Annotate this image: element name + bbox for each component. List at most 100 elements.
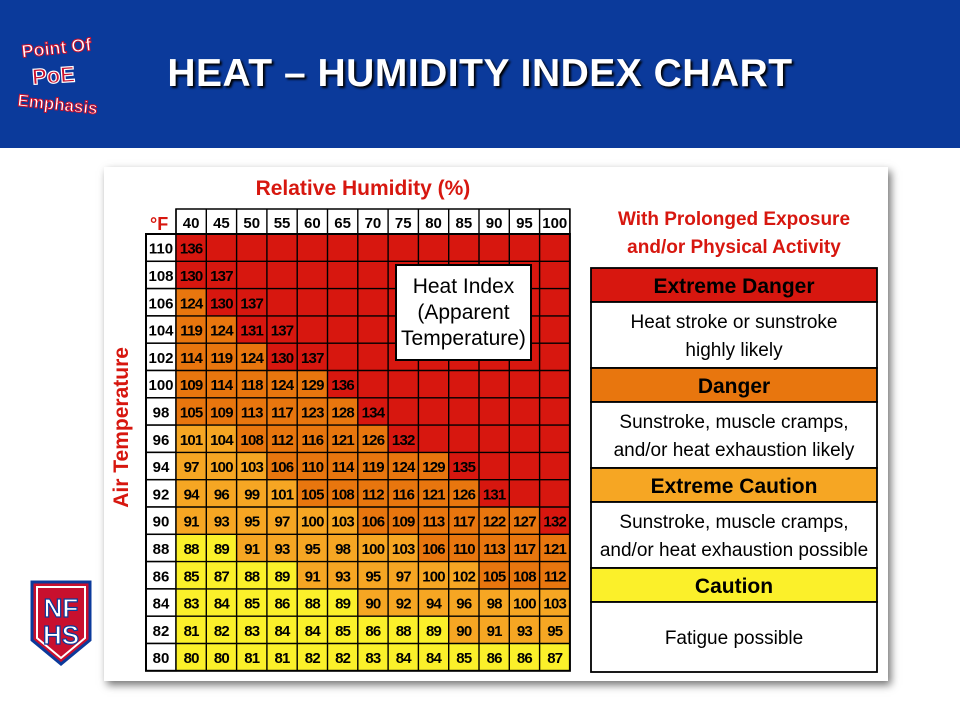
table-cell <box>539 261 570 289</box>
humidity-tick-label: 55 <box>274 215 291 232</box>
table-cell <box>479 561 510 589</box>
nfhs-line-2: HS <box>43 620 79 650</box>
legend-level-description-box <box>590 601 878 673</box>
table-cell <box>236 261 267 289</box>
legend-heading-line: With Prolonged Exposure <box>618 209 850 230</box>
unit-label: °F <box>150 214 168 234</box>
table-cell <box>539 616 570 644</box>
table-cell <box>206 234 237 262</box>
table-cell <box>388 370 419 398</box>
heat-index-value: 90 <box>456 623 472 640</box>
point-of-emphasis-logo: Point Of PoE Emphasis <box>16 34 99 119</box>
table-cell <box>266 370 298 398</box>
heat-index-value: 100 <box>422 568 445 585</box>
heat-index-value: 95 <box>547 623 563 640</box>
heat-index-value: 131 <box>483 486 506 503</box>
humidity-header-row <box>176 209 570 234</box>
heat-index-value: 112 <box>271 432 293 449</box>
heat-index-value: 84 <box>396 650 413 667</box>
heat-index-value: 106 <box>422 541 445 558</box>
legend-level-description-box <box>590 501 878 569</box>
table-cell <box>448 370 479 398</box>
legend-level-description: Fatigue possible <box>665 628 803 649</box>
table-cell <box>206 479 237 507</box>
heat-index-value: 96 <box>214 486 230 503</box>
table-cell <box>327 288 358 316</box>
heat-index-value: 117 <box>514 541 536 558</box>
heat-index-value: 91 <box>244 541 260 558</box>
heat-index-value: 95 <box>244 514 260 531</box>
heat-index-value: 85 <box>244 596 260 613</box>
table-cell <box>509 616 540 644</box>
heat-index-value: 124 <box>392 459 416 476</box>
table-cell <box>297 507 328 535</box>
table-cell <box>418 234 449 262</box>
heat-index-value: 86 <box>365 623 381 640</box>
heat-index-value: 84 <box>275 623 292 640</box>
heat-index-value: 136 <box>180 241 203 258</box>
table-cell <box>206 534 237 562</box>
table-cell <box>297 261 328 289</box>
legend-level-header <box>590 467 878 503</box>
heat-index-value: 101 <box>180 432 203 449</box>
heat-index-value: 130 <box>180 268 203 285</box>
table-cell <box>388 643 419 671</box>
table-cell <box>357 507 389 535</box>
table-cell <box>509 234 540 262</box>
table-cell <box>206 315 237 344</box>
table-cell <box>509 425 540 453</box>
table-cell <box>479 397 510 426</box>
heat-index-value: 117 <box>271 404 293 421</box>
table-cell <box>176 425 207 453</box>
table-cell <box>418 616 449 644</box>
heat-index-value: 82 <box>305 650 321 667</box>
heat-index-value: 100 <box>301 514 324 531</box>
table-cell <box>206 261 237 289</box>
temperature-tick-label: 86 <box>153 568 170 585</box>
heat-index-value: 81 <box>275 650 291 667</box>
heat-index-value: 88 <box>305 596 321 613</box>
humidity-tick-label: 100 <box>542 215 567 232</box>
table-cell <box>388 397 419 426</box>
table-cell <box>297 315 328 344</box>
table-cell <box>357 343 389 371</box>
table-cell <box>539 479 570 507</box>
legend-heading-line: and/or Physical Activity <box>627 237 841 258</box>
heat-index-value: 112 <box>362 486 384 503</box>
table-cell <box>297 370 328 398</box>
table-cell <box>266 479 298 507</box>
table-cell <box>297 588 328 617</box>
heat-index-value: 135 <box>453 459 476 476</box>
table-cell <box>297 288 328 316</box>
heat-index-value: 80 <box>214 650 230 667</box>
heat-index-value: 117 <box>453 514 475 531</box>
heat-index-value: 88 <box>396 623 412 640</box>
table-cell <box>236 588 267 617</box>
heat-index-value: 85 <box>456 650 472 667</box>
table-cell <box>539 315 570 344</box>
heat-index-value: 93 <box>335 568 351 585</box>
heat-index-box-line: Heat Index <box>413 275 515 298</box>
table-cell <box>266 616 298 644</box>
heat-index-value: 86 <box>487 650 503 667</box>
table-cell <box>206 452 237 480</box>
table-cell <box>266 288 298 316</box>
heat-index-value: 85 <box>184 568 200 585</box>
table-cell <box>357 370 389 398</box>
table-cell <box>448 534 479 562</box>
heat-index-value: 118 <box>241 377 263 394</box>
temperature-tick-label: 90 <box>153 514 170 531</box>
heat-index-value: 94 <box>426 596 443 613</box>
table-cell <box>479 643 510 671</box>
table-cell <box>206 397 237 426</box>
heat-index-value: 124 <box>240 350 264 367</box>
heat-index-value: 80 <box>184 650 200 667</box>
table-cell <box>266 234 298 262</box>
page-title: HEAT – HUMIDITY INDEX CHART <box>167 52 793 95</box>
heat-index-value: 114 <box>211 377 234 394</box>
heat-index-value: 93 <box>275 541 291 558</box>
heat-index-value: 81 <box>184 623 200 640</box>
heat-index-box-line: (Apparent <box>417 301 509 324</box>
table-cell <box>388 452 419 480</box>
heat-index-value: 89 <box>426 623 442 640</box>
